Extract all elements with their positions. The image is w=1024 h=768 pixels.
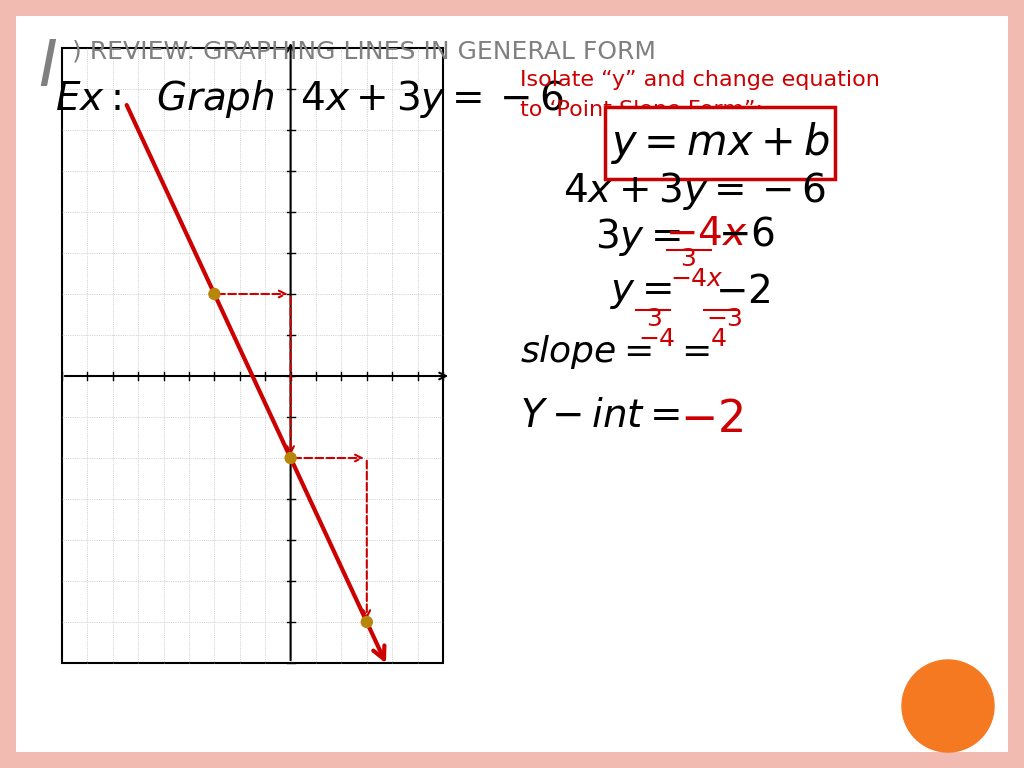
Bar [605, 107, 835, 179]
Text: $Ex:\ \ \mathit{Graph}\ \ 4x+3y=-6$: $Ex:\ \ \mathit{Graph}\ \ 4x+3y=-6$ [55, 78, 563, 120]
Text: $3y=$: $3y=$ [595, 216, 681, 258]
Text: $-3$: $-3$ [706, 308, 742, 331]
Text: $3$: $3$ [680, 248, 696, 271]
Text: $4$: $4$ [710, 328, 727, 351]
Text: $-4x$: $-4x$ [665, 216, 748, 253]
Text: $-4x$: $-4x$ [670, 268, 724, 291]
Bar [62, 48, 443, 663]
Text: $-2$: $-2$ [715, 274, 770, 311]
Text: $y=$: $y=$ [610, 274, 672, 311]
Text: $-6$: $-6$ [718, 216, 775, 253]
Text: $\mathit{I}$: $\mathit{I}$ [38, 38, 57, 99]
Text: $Y-int=$: $Y-int=$ [520, 398, 680, 435]
Text: $y = mx + b$: $y = mx + b$ [610, 120, 829, 166]
Circle shape [209, 289, 220, 300]
Text: $4x+3y=-6$: $4x+3y=-6$ [563, 170, 826, 212]
Text: Isolate “y” and change equation
to ‘Point Slope Form”:: Isolate “y” and change equation to ‘Poin… [520, 70, 880, 120]
Text: $slope=$: $slope=$ [520, 333, 651, 371]
Circle shape [902, 660, 994, 752]
Text: ) REVIEW: GRAPHING LINES IN GENERAL FORM: ) REVIEW: GRAPHING LINES IN GENERAL FORM [72, 40, 656, 64]
Text: $3$: $3$ [646, 308, 662, 331]
Text: $-2$: $-2$ [680, 398, 743, 441]
Text: $=$: $=$ [674, 333, 710, 367]
Circle shape [285, 452, 296, 464]
Text: $-4$: $-4$ [638, 328, 676, 351]
Circle shape [361, 617, 373, 627]
